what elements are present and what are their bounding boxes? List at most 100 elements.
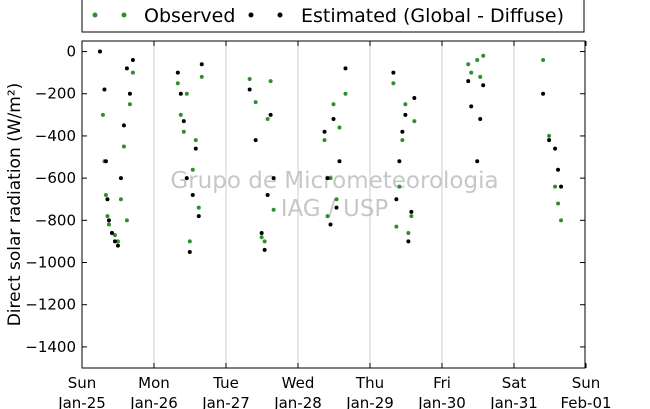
data-point	[115, 243, 120, 248]
watermark-text: IAG / USP	[281, 196, 389, 222]
data-point	[181, 129, 186, 134]
legend: Observed Estimated (Global - Diffuse)	[81, 0, 585, 33]
data-point	[121, 123, 126, 128]
vertical-gridlines	[153, 41, 515, 368]
data-point	[178, 91, 183, 96]
data-point	[409, 214, 414, 219]
data-point	[328, 222, 333, 227]
data-point	[556, 201, 561, 206]
data-point	[409, 209, 414, 214]
data-point	[127, 91, 132, 96]
data-point	[268, 112, 273, 117]
data-point	[412, 95, 417, 100]
data-point	[196, 205, 201, 210]
x-tick-label: Jan-26	[129, 394, 178, 409]
data-point	[124, 66, 129, 71]
data-point	[190, 193, 195, 198]
data-point	[121, 144, 126, 149]
data-point	[337, 125, 342, 130]
data-point	[247, 87, 252, 92]
legend-marker	[248, 12, 254, 18]
data-point	[259, 235, 264, 240]
data-point	[100, 112, 105, 117]
data-point	[478, 117, 483, 122]
data-point	[466, 79, 471, 84]
data-point	[391, 70, 396, 75]
data-point	[553, 146, 558, 151]
data-point	[118, 197, 123, 202]
legend-label: Observed	[144, 5, 235, 27]
data-point	[106, 218, 111, 223]
data-point	[547, 133, 552, 138]
x-axis: Sun Jan-25 Mon Jan-26 Tue Jan-27 Wed Jan-28 Thu J…	[57, 41, 612, 409]
data-point	[475, 57, 480, 62]
x-tick-label: Jan-29	[345, 394, 394, 409]
data-point	[334, 197, 339, 202]
y-tick-label: 0	[66, 43, 76, 61]
x-tick-label: Sun	[68, 374, 97, 392]
data-point	[130, 70, 135, 75]
legend-marker	[277, 12, 283, 18]
data-point	[103, 159, 108, 164]
y-tick-label: −600	[35, 169, 76, 187]
data-point	[406, 239, 411, 244]
data-point	[397, 184, 402, 189]
data-point	[334, 205, 339, 210]
data-point	[559, 184, 564, 189]
data-point	[391, 81, 396, 86]
x-tick-label: Sat	[502, 374, 527, 392]
data-point	[187, 239, 192, 244]
x-tick-label: Fri	[433, 374, 451, 392]
x-tick-label: Thu	[355, 374, 384, 392]
data-point	[262, 239, 267, 244]
x-tick-label: Jan-27	[201, 394, 250, 409]
x-tick-label: Mon	[138, 374, 170, 392]
y-tick-label: −200	[35, 85, 76, 103]
data-point	[265, 193, 270, 198]
data-point	[553, 184, 558, 189]
data-point	[541, 57, 546, 62]
data-point	[322, 129, 327, 134]
legend-marker	[121, 12, 127, 18]
data-point	[343, 91, 348, 96]
data-point	[102, 87, 107, 92]
x-tick-label: Jan-25	[57, 394, 106, 409]
data-point	[400, 129, 405, 134]
data-point	[271, 207, 276, 212]
data-point	[181, 119, 186, 124]
data-point	[115, 239, 120, 244]
y-axis-label: Direct solar radiation (W/m²)	[5, 83, 25, 327]
data-point	[541, 91, 546, 96]
data-point	[175, 81, 180, 86]
y-tick-label: −1200	[25, 296, 76, 314]
data-point	[331, 102, 336, 107]
data-point	[556, 167, 561, 172]
data-point	[259, 230, 264, 235]
data-point	[400, 138, 405, 143]
data-point	[394, 224, 399, 229]
legend-label: Estimated (Global - Diffuse)	[301, 5, 564, 27]
data-point	[253, 100, 258, 105]
data-point	[193, 146, 198, 151]
data-point	[124, 218, 129, 223]
data-point	[190, 167, 195, 172]
data-point	[118, 176, 123, 181]
legend-marker	[92, 12, 98, 18]
data-point	[112, 239, 117, 244]
x-tick-label: Jan-28	[273, 394, 322, 409]
data-point	[547, 138, 552, 143]
data-point	[478, 74, 483, 79]
data-point	[247, 76, 252, 81]
data-point	[112, 233, 117, 238]
data-point	[559, 218, 564, 223]
y-tick-label: −400	[35, 127, 76, 145]
data-point	[103, 193, 108, 198]
y-tick-label: −800	[35, 211, 76, 229]
data-point	[187, 249, 192, 254]
data-point	[265, 117, 270, 122]
data-point	[481, 83, 486, 88]
data-point	[466, 62, 471, 67]
data-point	[130, 57, 135, 62]
